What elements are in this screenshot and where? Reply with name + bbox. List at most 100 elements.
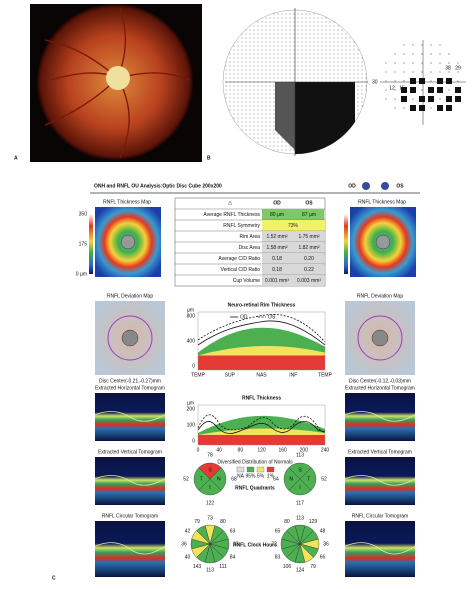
point <box>439 71 441 73</box>
os-line <box>197 414 326 434</box>
warning: ⚠ <box>228 200 233 206</box>
point <box>421 44 423 46</box>
ring <box>107 315 153 361</box>
clock-value: 63 <box>233 541 239 547</box>
legend-swatch <box>266 466 275 473</box>
point <box>412 71 414 73</box>
clock-value: 40 <box>185 554 191 560</box>
defect-square <box>446 96 452 102</box>
x-tick-label: 160 <box>278 447 287 453</box>
layer <box>344 411 416 422</box>
panel-label: A <box>14 155 18 161</box>
clock-value: 143 <box>193 564 202 570</box>
defect-square <box>437 78 443 84</box>
point <box>448 62 450 64</box>
legend-label: OD <box>240 314 248 320</box>
disc <box>121 329 139 347</box>
point <box>403 107 405 109</box>
od-dot <box>362 182 370 190</box>
band-green <box>198 327 325 356</box>
x-tick-label: TEMP <box>318 372 333 378</box>
eye-label: OS <box>396 183 404 189</box>
point <box>439 98 441 100</box>
point <box>430 53 432 55</box>
x-tick-label: 80 <box>238 447 244 453</box>
defect-square <box>446 105 452 111</box>
point <box>430 71 432 73</box>
clock-value: 106 <box>283 564 292 570</box>
x-tick-label: 0 <box>197 447 200 453</box>
x-tick-label: TEMP <box>191 372 206 378</box>
clock-value: 129 <box>309 519 318 525</box>
field-defect <box>295 82 355 155</box>
layer <box>94 411 166 422</box>
quadrant-letter: S <box>208 468 212 474</box>
panel-label: B <box>207 155 211 161</box>
point <box>385 98 387 100</box>
point <box>439 62 441 64</box>
y-tick-label: 200 <box>187 406 196 412</box>
layer <box>344 475 416 486</box>
quadrant-value: 78 <box>207 452 213 458</box>
clock-value: 72 <box>271 541 277 547</box>
defect-square <box>419 105 425 111</box>
clock-value: 84 <box>230 554 236 560</box>
clock-value: 83 <box>275 554 281 560</box>
cell-value: 80 µm <box>270 212 284 218</box>
cell <box>262 220 325 231</box>
field-value: 38 <box>445 65 451 71</box>
optic-disc <box>106 66 130 90</box>
point <box>421 62 423 64</box>
section-title: RNFL Quadrants <box>235 485 275 491</box>
clock-value: 79 <box>194 519 200 525</box>
row-label: Rim Area <box>239 234 260 240</box>
cell-value: 0.001 mm³ <box>265 278 289 284</box>
od-line <box>197 320 326 346</box>
tomogram-title: Extracted Horizontal Tomogram <box>95 385 165 391</box>
cell <box>262 253 293 264</box>
plot-frame <box>197 311 326 371</box>
clock-value: 124 <box>296 567 305 573</box>
cell-value: 0.003 mm³ <box>297 278 321 284</box>
legend-title: Diversified Distribution of Normals <box>217 459 293 465</box>
field-value: 29 <box>455 65 461 71</box>
x-tick-label: 200 <box>300 447 309 453</box>
defect-square <box>401 87 407 93</box>
row-label: Vertical C/D Ratio <box>221 267 261 273</box>
quadrant-letter: N <box>217 476 221 482</box>
point <box>421 89 423 91</box>
cell-value: 0.18 <box>272 256 282 262</box>
point <box>421 53 423 55</box>
tomogram-title: Extracted Vertical Tomogram <box>348 449 412 455</box>
band-red <box>198 355 325 370</box>
point <box>412 98 414 100</box>
cell <box>293 242 324 253</box>
quadrant-value: 52 <box>183 476 189 482</box>
defect-square <box>410 105 416 111</box>
quadrant-letter: S <box>298 468 302 474</box>
point <box>457 80 459 82</box>
quadrant-value: 64 <box>273 476 279 482</box>
point <box>448 89 450 91</box>
cell <box>262 242 293 253</box>
cell-value: 1.75 mm² <box>298 234 319 240</box>
y-tick-label: 0 <box>192 438 195 444</box>
chart-title: RNFL Thickness <box>242 395 281 401</box>
clock-value: 80 <box>220 519 226 525</box>
point <box>430 80 432 82</box>
scale-label: 175 <box>79 241 88 247</box>
row-label: Average C/D Ratio <box>218 256 260 262</box>
layer <box>94 542 166 555</box>
x-tick-label: INF <box>289 372 297 378</box>
report-title: ONH and RNFL OU Analysis:Optic Disc Cube… <box>94 183 222 189</box>
disc <box>375 234 391 250</box>
point <box>448 53 450 55</box>
defect-square <box>419 96 425 102</box>
cell-value: 0.18 <box>272 267 282 273</box>
y-tick-label: 800 <box>187 313 196 319</box>
point <box>385 89 387 91</box>
cell-value: 0.22 <box>304 267 314 273</box>
quadrant-value: 68 <box>231 476 237 482</box>
scale-label: 350 <box>79 211 88 217</box>
row-label: RNFL Symmetry <box>223 223 260 229</box>
